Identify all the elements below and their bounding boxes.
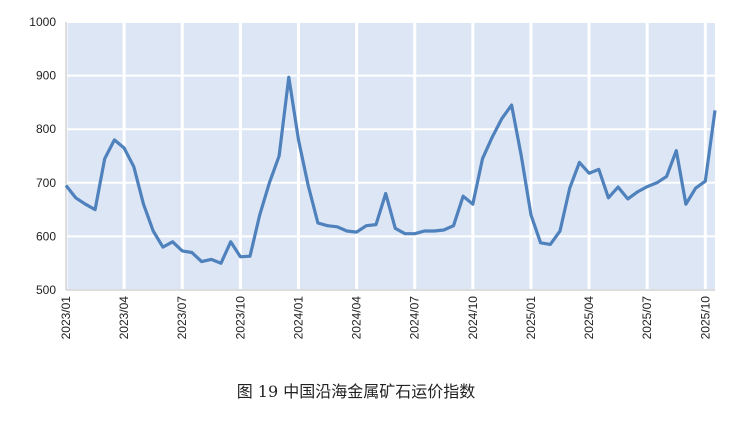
plot-area: [66, 22, 715, 290]
x-tick-label: 2023/04: [117, 296, 131, 340]
x-tick-label: 2023/10: [233, 296, 247, 340]
x-tick-label: 2023/07: [175, 296, 189, 340]
x-tick-label: 2025/10: [698, 296, 712, 340]
x-tick-label: 2024/04: [350, 296, 364, 340]
chart-title: 图 19 中国沿海金属矿石运价指数: [237, 382, 476, 401]
x-tick-label: 2024/07: [408, 296, 422, 340]
y-tick-label: 800: [36, 122, 56, 136]
x-tick-label: 2024/10: [466, 296, 480, 340]
data-line: [64, 75, 717, 265]
y-tick-label: 700: [36, 176, 56, 190]
x-tick-label: 2025/01: [524, 296, 538, 340]
x-tick-label: 2025/04: [582, 296, 596, 340]
y-tick-label: 600: [36, 229, 56, 243]
y-tick-label: 500: [36, 283, 56, 297]
y-tick-label: 900: [36, 69, 56, 83]
x-tick-label: 2024/01: [291, 296, 305, 340]
x-tick-label: 2023/01: [59, 296, 73, 340]
x-tick-label: 2025/07: [640, 296, 654, 340]
y-tick-label: 1000: [29, 15, 56, 29]
